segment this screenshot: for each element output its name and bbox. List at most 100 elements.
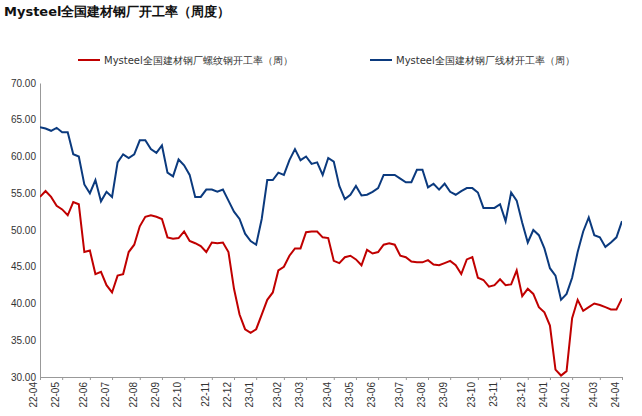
x-tick: 22-12	[222, 377, 235, 408]
x-tick: 23-09	[438, 377, 451, 408]
y-tick-label: 30.00	[11, 372, 36, 383]
x-tick: 22-11	[200, 377, 213, 407]
x-tick: 23-10	[466, 377, 479, 408]
x-tick: 22-08	[128, 377, 141, 408]
x-tick-label: 22-07	[100, 382, 111, 408]
x-tick: 23-02	[272, 377, 285, 408]
x-tick-mark	[356, 377, 357, 380]
x-tick: 23-12	[516, 377, 529, 408]
x-tick-label: 23-12	[516, 382, 527, 408]
x-tick: 24-03	[588, 377, 601, 408]
chart: Mysteel全国建材钢厂开工率（周度） 30.00 35.00 40.00 45.00…	[0, 0, 642, 416]
x-tick-label: 23-03	[294, 382, 305, 408]
y-axis: 30.00 35.00 40.00 45.00 50.00 55.00 60.00 65.00…	[11, 78, 41, 383]
x-tick-mark	[140, 377, 141, 380]
x-axis: 22-04 22-05 22-06 22-07 22-08 22-09 22-10 22-11…	[28, 377, 623, 408]
legend: Mysteel全国建材钢厂螺纹钢开工率（周） Mysteel全国建材钢厂线材开工率…	[78, 55, 575, 66]
y-tick-label: 35.00	[11, 335, 36, 346]
x-tick-label: 22-10	[172, 382, 183, 408]
y-tick: 35.00	[11, 335, 40, 346]
y-tick-label: 55.00	[11, 188, 36, 199]
x-tick: 23-03	[294, 377, 307, 408]
x-tick: 22-07	[100, 377, 113, 408]
title: Mysteel全国建材钢厂开工率（周度）	[4, 4, 230, 19]
x-tick-mark	[550, 377, 551, 380]
x-tick-mark	[40, 377, 41, 380]
y-tick: 30.00	[11, 372, 40, 383]
x-tick-mark	[378, 377, 379, 380]
x-tick: 23-04	[322, 377, 335, 408]
y-tick: 70.00	[11, 78, 40, 89]
x-tick: 23-01	[244, 377, 257, 408]
y-tick-label: 45.00	[11, 261, 36, 272]
x-tick-label: 24-01	[538, 382, 549, 408]
y-tick: 50.00	[11, 225, 40, 236]
x-tick: 23-07	[394, 377, 407, 408]
x-axis-line	[41, 378, 623, 381]
x-tick: 23-05	[344, 377, 357, 408]
x-tick: 22-10	[172, 377, 185, 408]
y-tick: 45.00	[11, 261, 40, 272]
x-tick-mark	[212, 377, 213, 380]
x-tick-label: 22-06	[78, 382, 89, 408]
legend-label: Mysteel全国建材钢厂螺纹钢开工率（周）	[104, 55, 293, 66]
x-tick-mark	[428, 377, 429, 380]
x-tick-label: 23-06	[366, 382, 377, 408]
x-tick-label: 22-09	[150, 382, 161, 408]
x-tick-mark	[234, 377, 235, 380]
y-tick: 60.00	[11, 151, 40, 162]
x-tick: 22-06	[78, 377, 91, 408]
x-tick-label: 24-04	[610, 382, 621, 408]
y-tick-label: 50.00	[11, 225, 36, 236]
x-tick: 23-08	[416, 377, 429, 408]
x-tick-label: 23-02	[272, 382, 283, 408]
x-tick: 22-09	[150, 377, 163, 408]
y-tick-label: 65.00	[11, 114, 36, 125]
y-tick-label: 70.00	[11, 78, 36, 89]
x-tick-mark	[90, 377, 91, 380]
x-tick-label: 23-05	[344, 382, 355, 408]
x-tick-mark	[184, 377, 185, 380]
x-tick-label: 23-11	[488, 382, 499, 407]
x-tick-mark	[306, 377, 307, 380]
x-tick: 24-01	[538, 377, 551, 408]
y-tick: 65.00	[11, 114, 40, 125]
x-tick: 24-02	[560, 377, 573, 408]
y-tick-label: 60.00	[11, 151, 36, 162]
plot-area	[40, 127, 622, 375]
x-tick-label: 23-01	[244, 382, 255, 408]
x-tick-mark	[450, 377, 451, 380]
x-tick-label: 23-07	[394, 382, 405, 408]
x-tick-mark	[162, 377, 163, 380]
x-tick-label: 22-08	[128, 382, 139, 408]
y-tick: 55.00	[11, 188, 40, 199]
x-tick-mark	[62, 377, 63, 380]
x-tick-mark	[622, 377, 623, 380]
x-tick-mark	[500, 377, 501, 380]
x-tick: 24-04	[610, 377, 623, 408]
x-tick-mark	[572, 377, 573, 380]
x-tick-label: 24-03	[588, 382, 599, 408]
x-tick-mark	[600, 377, 601, 380]
x-tick-mark	[406, 377, 407, 380]
x-tick-label: 23-04	[322, 382, 333, 408]
x-tick: 23-11	[488, 377, 501, 407]
y-tick: 40.00	[11, 298, 40, 309]
series-line	[40, 191, 622, 375]
legend-swatch	[78, 59, 100, 61]
series-line	[40, 127, 622, 300]
legend-label: Mysteel全国建材钢厂线材开工率（周）	[396, 55, 575, 66]
x-tick-mark	[112, 377, 113, 380]
legend-swatch	[370, 59, 392, 61]
x-tick: 22-05	[50, 377, 63, 408]
x-tick-label: 22-05	[50, 382, 61, 408]
y-tick-label: 40.00	[11, 298, 36, 309]
x-tick-mark	[256, 377, 257, 380]
x-tick-label: 24-02	[560, 382, 571, 408]
x-tick-mark	[528, 377, 529, 380]
x-tick-mark	[284, 377, 285, 380]
x-tick-label: 22-04	[28, 382, 39, 408]
x-tick-label: 23-08	[416, 382, 427, 408]
x-tick: 22-04	[28, 377, 41, 408]
x-tick-mark	[478, 377, 479, 380]
